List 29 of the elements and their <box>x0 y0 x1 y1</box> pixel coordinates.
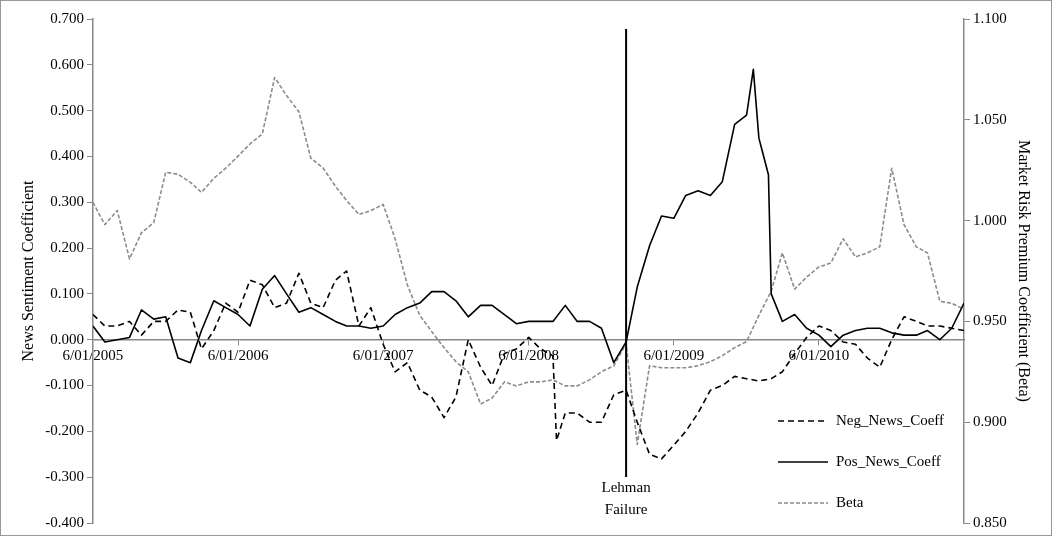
y-tick-label: 0.400 <box>50 147 84 164</box>
x-tick-label: 6/01/2010 <box>788 346 850 363</box>
y-tick-label: -0.400 <box>45 513 84 530</box>
y2-tick-label: 0.950 <box>973 312 1007 329</box>
y-tick-label: 0.100 <box>50 284 84 301</box>
y-tick-label: 0.000 <box>50 330 84 347</box>
y-tick-label: 0.600 <box>50 55 84 72</box>
x-tick-label: 6/01/2005 <box>62 346 124 363</box>
y2-tick-label: 1.000 <box>973 211 1007 228</box>
y-tick-label: 0.200 <box>50 239 84 256</box>
y-axis-title: News Sentiment Coefficient <box>18 179 36 362</box>
y-tick-label: 0.700 <box>50 9 84 26</box>
y2-tick-label: 0.900 <box>973 413 1007 430</box>
x-tick-label: 6/01/2006 <box>207 346 269 363</box>
y-tick-label: -0.200 <box>45 422 84 439</box>
y2-axis-title: Market Risk Premium Coefficient (Beta) <box>1015 140 1034 402</box>
y-tick-label: 0.500 <box>50 101 84 118</box>
legend-label: Neg_News_Coeff <box>836 411 945 428</box>
y-tick-label: 0.300 <box>50 193 84 210</box>
legend-label: Beta <box>836 493 864 510</box>
y-tick-label: -0.300 <box>45 468 84 485</box>
x-tick-label: 6/01/2009 <box>643 346 705 363</box>
y2-tick-label: 0.850 <box>973 513 1007 530</box>
x-tick-label: 6/01/2007 <box>352 346 415 363</box>
legend-label: Pos_News_Coeff <box>836 452 941 469</box>
y-tick-label: -0.100 <box>45 376 84 393</box>
y2-tick-label: 1.050 <box>973 110 1007 127</box>
ref-line-label: Lehman Failure <box>601 479 652 518</box>
y2-tick-label: 1.100 <box>973 9 1007 26</box>
